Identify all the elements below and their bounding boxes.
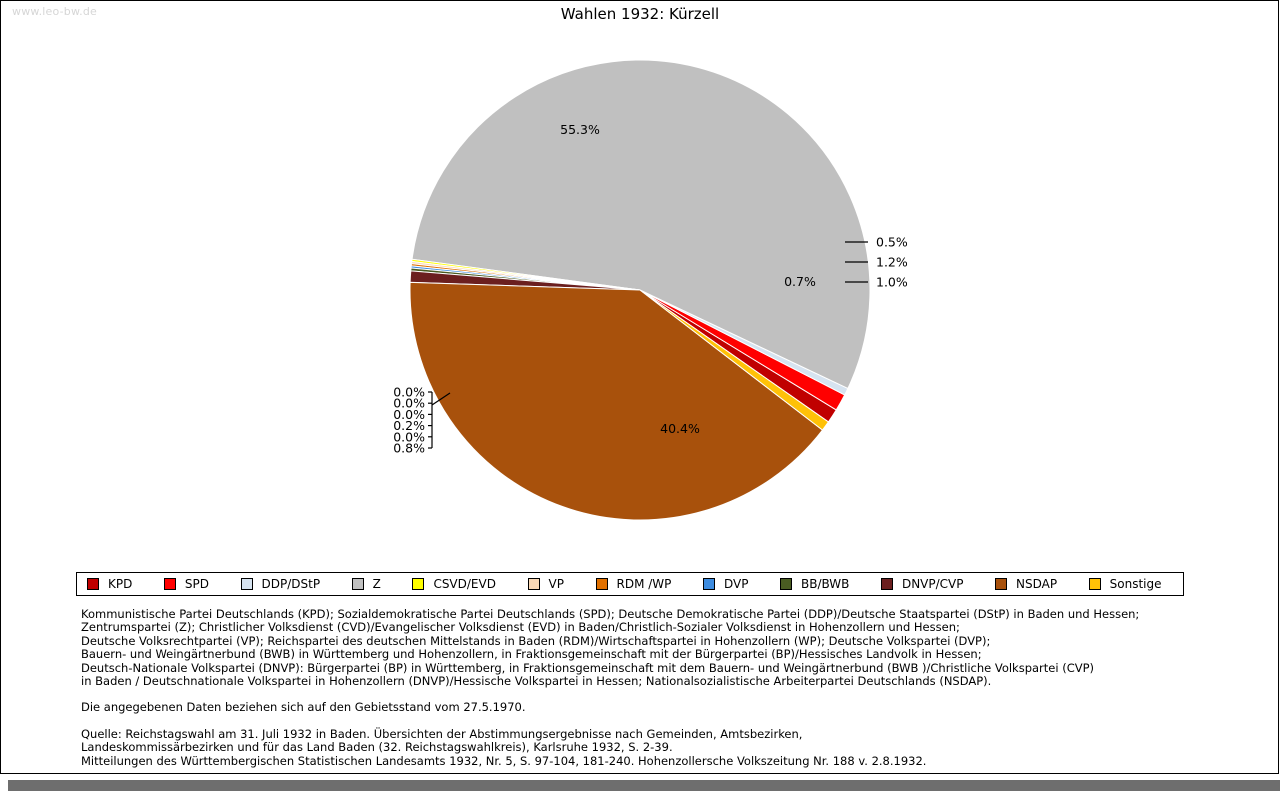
pie-slices-group	[409, 59, 871, 521]
legend-item-label: KPD	[108, 577, 133, 591]
legend-item-label: Z	[372, 577, 381, 591]
footnote-source: Quelle: Reichstagswahl am 31. Juli 1932 …	[81, 726, 1201, 768]
pie-callout-lines-group	[428, 241, 868, 449]
pie-inside-value-label: 0.7%	[784, 274, 816, 289]
pie-slice-z[interactable]	[411, 59, 871, 390]
legend-swatch-icon	[240, 578, 253, 590]
pie-callout-leader	[431, 392, 451, 406]
pie-inside-value-label: 55.3%	[560, 122, 600, 137]
legend-item-label: SPD	[184, 577, 209, 591]
legend-item-label: VP	[548, 577, 564, 591]
legend-item-vp[interactable]: VP	[518, 577, 586, 591]
legend-swatch-icon	[527, 578, 540, 590]
chart-title: Wahlen 1932: Kürzell	[560, 5, 720, 23]
legend-swatch-icon	[163, 578, 176, 590]
legend-swatch-icon	[779, 578, 792, 590]
pie-callout-value-label: 0.5%	[876, 235, 908, 250]
chart-legend: KPD SPD DDP/DStP Z CSVD/EVD VP RDM /WP DVP BB/BW…	[76, 572, 1184, 596]
pie-callout-value-label: 1.0%	[876, 275, 908, 290]
legend-item-dnvp-cvp[interactable]: DNVP/CVP	[871, 577, 985, 591]
pie-chart-area: 55.3% 40.4% 0.7% 0.5% 1.2% 1.0% 0.0% 0.0% 0.0% 0.…	[0, 30, 1280, 560]
footnote-parties-line: Kommunistische Partei Deutschlands (KPD)…	[81, 607, 1140, 621]
pie-callout-value-label: 0.0%	[393, 385, 425, 400]
legend-item-spd[interactable]: SPD	[154, 577, 231, 591]
legend-item-bb-bwb[interactable]: BB/BWB	[770, 577, 871, 591]
footnote-parties-line: Deutsch-Nationale Volkspartei (DNVP): Bü…	[81, 660, 1095, 675]
footnote-territory-line: Die angegebenen Daten beziehen sich auf …	[81, 700, 526, 715]
legend-item-z[interactable]: Z	[342, 577, 403, 591]
footnote-source-line: Mitteilungen des Württembergischen Stati…	[81, 753, 927, 768]
pie-slice-nsdap[interactable]	[409, 281, 824, 521]
legend-item-dvp[interactable]: DVP	[693, 577, 770, 591]
legend-swatch-icon	[702, 578, 715, 590]
legend-swatch-icon	[1088, 578, 1101, 590]
legend-swatch-icon	[412, 578, 425, 590]
pie-inside-value-label: 40.4%	[660, 421, 700, 436]
pie-callout-value-label: 0.0%	[393, 407, 425, 422]
bottom-strip-bar	[8, 780, 1280, 791]
legend-item-nsdap[interactable]: NSDAP	[985, 577, 1079, 591]
footnote-parties-line: Deutsche Volksrechtpartei (VP); Reichspa…	[81, 633, 991, 648]
legend-item-label: DNVP/CVP	[901, 577, 964, 591]
pie-callout-value-label: 0.8%	[393, 441, 425, 456]
footnote-parties-line: Bauern- und Weingärtnerbund (BWB) in Wür…	[81, 647, 982, 662]
legend-item-label: RDM /WP	[616, 577, 672, 591]
legend-item-label: Sonstige	[1109, 577, 1162, 591]
legend-item-label: DDP/DStP	[261, 577, 321, 591]
legend-swatch-icon	[87, 578, 99, 590]
footnote-parties-line: in Baden / Deutschnationale Volkspartei …	[81, 674, 992, 689]
pie-chart-svg: 55.3%40.4%0.7%0.5%1.2%1.0%0.0%0.0%0.0%0.…	[393, 59, 908, 521]
pie-callout-value-label: 0.0%	[393, 429, 425, 444]
bottom-strip	[0, 776, 1280, 791]
footnote-source-line: Landeskommissärbezirken und für das Land…	[81, 740, 673, 755]
legend-item-csvd-evd[interactable]: CSVD/EVD	[402, 577, 517, 591]
legend-item-label: NSDAP	[1016, 577, 1058, 591]
legend-swatch-icon	[595, 578, 608, 590]
pie-slice-sonstige[interactable]	[639, 289, 830, 431]
legend-item-ddp-dstp[interactable]: DDP/DStP	[231, 577, 342, 591]
footnote-territory: Die angegebenen Daten beziehen sich auf …	[81, 700, 1201, 715]
legend-swatch-icon	[351, 578, 364, 590]
pie-callout-value-label: 1.2%	[876, 255, 908, 270]
footnote-source-line: Quelle: Reichstagswahl am 31. Juli 1932 …	[81, 726, 803, 741]
pie-value-labels-group: 55.3%40.4%0.7%0.5%1.2%1.0%0.0%0.0%0.0%0.…	[393, 122, 908, 456]
chart-footnotes: Kommunistische Partei Deutschlands (KPD)…	[81, 607, 1201, 768]
legend-item-rdm-wp[interactable]: RDM /WP	[586, 577, 693, 591]
legend-item-sonstige[interactable]: Sonstige	[1079, 577, 1183, 591]
pie-callout-value-label: 0.0%	[393, 396, 425, 411]
legend-swatch-icon	[995, 578, 1008, 590]
legend-item-label: DVP	[723, 577, 749, 591]
legend-item-label: BB/BWB	[800, 577, 850, 591]
legend-item-label: CSVD/EVD	[433, 577, 496, 591]
legend-item-kpd[interactable]: KPD	[77, 577, 154, 591]
legend-swatch-icon	[880, 578, 893, 590]
pie-callout-value-label: 0.2%	[393, 418, 425, 433]
footnote-parties-line: Zentrumspartei (Z); Christlicher Volksdi…	[81, 620, 960, 635]
watermark-text: www.leo-bw.de	[12, 5, 98, 18]
footnote-parties: Kommunistische Partei Deutschlands (KPD)…	[81, 607, 1201, 689]
